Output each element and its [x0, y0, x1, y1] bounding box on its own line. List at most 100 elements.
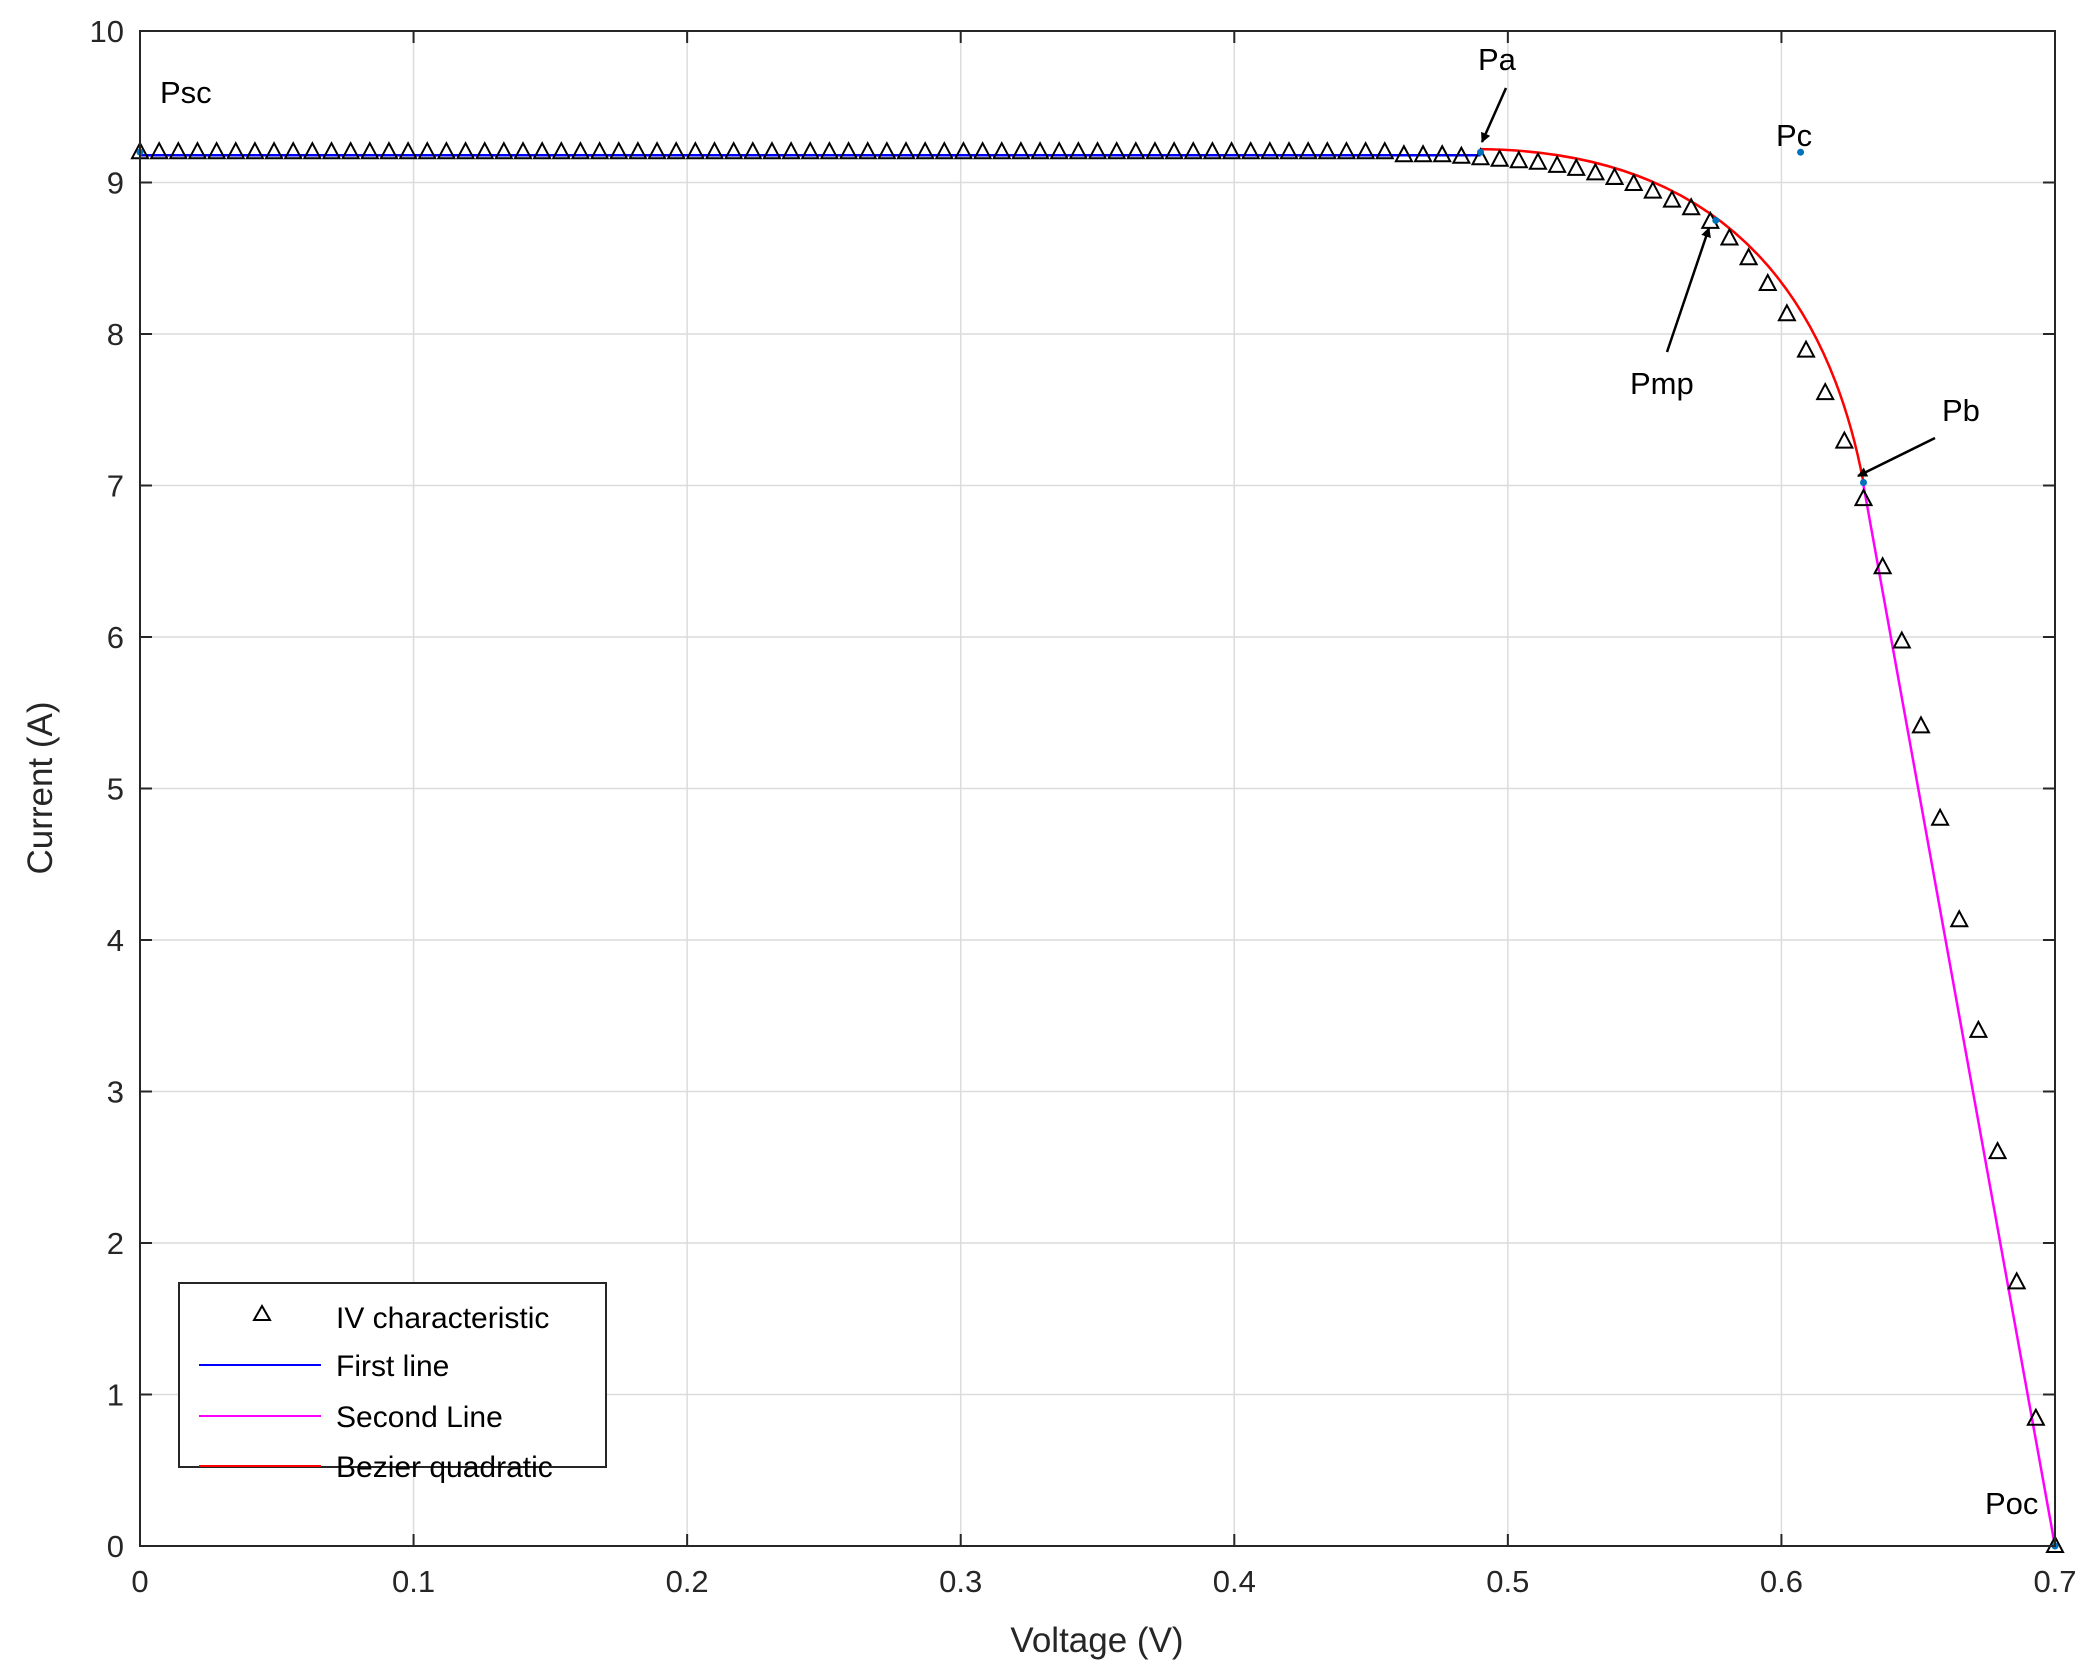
iv-data-point: [417, 141, 437, 160]
iv-data-point: [206, 141, 227, 160]
legend-box: [178, 1282, 607, 1468]
iv-data-point: [858, 141, 878, 160]
iv-data-point: [800, 141, 820, 160]
iv-data-point: [283, 141, 303, 160]
iv-data-point: [1489, 148, 1510, 167]
iv-data-point: [551, 141, 571, 160]
iv-data-point: [532, 141, 552, 160]
marker-layer: [130, 141, 2065, 1553]
key-point-pa: [1477, 148, 1484, 156]
iv-data-point: [302, 141, 323, 160]
iv-data-point: [1068, 141, 1089, 160]
iv-data-point: [1164, 141, 1184, 160]
iv-data-point: [589, 141, 610, 160]
y-tick-label: 4: [107, 923, 124, 958]
y-tick-label: 3: [107, 1075, 124, 1110]
iv-data-point: [1777, 303, 1797, 322]
iv-data-point: [1681, 197, 1701, 216]
iv-data-point: [1930, 807, 1950, 826]
iv-data-point: [1106, 141, 1127, 160]
iv-data-point: [1317, 141, 1337, 160]
legend-label-bezier: Bezier quadratic: [336, 1451, 553, 1484]
iv-data-point: [340, 141, 361, 160]
iv-data-point: [1279, 141, 1299, 160]
annotation-poc: Poc: [1985, 1486, 2038, 1521]
iv-data-point: [915, 141, 935, 160]
iv-data-point: [1260, 141, 1280, 160]
iv-data-point: [1030, 141, 1050, 160]
iv-data-point: [1336, 141, 1357, 160]
key-point-pc: [1797, 148, 1805, 156]
x-tick-label: 0.1: [392, 1564, 435, 1599]
annotation-pa: Pa: [1478, 42, 1517, 77]
iv-data-point: [264, 141, 284, 160]
iv-data-point: [513, 141, 533, 160]
iv-data-point: [2026, 1407, 2046, 1426]
legend-label-second: Second Line: [336, 1401, 503, 1434]
iv-data-point: [149, 141, 169, 160]
iv-data-point: [168, 141, 188, 160]
iv-data-point: [1087, 141, 1108, 160]
iv-data-point: [1528, 151, 1548, 170]
arrow-pb: [1857, 436, 1936, 478]
iv-data-point: [1394, 144, 1414, 163]
iv-data-point: [934, 141, 954, 160]
x-tick-label: 0.2: [666, 1564, 709, 1599]
x-tick-label: 0: [131, 1564, 148, 1599]
iv-data-point: [398, 141, 418, 160]
iv-data-point: [436, 141, 457, 160]
iv-data-point: [1987, 1140, 2008, 1160]
iv-data-point: [647, 141, 667, 160]
iv-data-point: [1049, 141, 1069, 160]
iv-data-point: [379, 141, 399, 160]
iv-data-point: [1585, 162, 1606, 181]
legend-label-first: First line: [336, 1350, 449, 1383]
iv-data-point: [838, 141, 859, 160]
y-axis-title: Current (A): [21, 701, 60, 874]
iv-data-point: [1202, 141, 1223, 160]
iv-data-point: [321, 141, 342, 160]
iv-data-point: [187, 141, 208, 160]
y-tick-label: 1: [107, 1378, 124, 1413]
iv-data-point: [455, 141, 476, 160]
arrow-pmp: [1665, 227, 1711, 353]
bezier-curve: [1480, 147, 1865, 483]
iv-data-point: [762, 141, 782, 160]
iv-data-point: [1470, 147, 1491, 166]
iv-data-point: [1011, 141, 1031, 160]
series-line: [1862, 485, 2057, 1547]
iv-data-point: [245, 141, 265, 160]
iv-data-point: [1662, 189, 1682, 208]
iv-data-point: [1796, 339, 1816, 358]
iv-data-point: [877, 141, 897, 160]
x-tick-label: 0.4: [1213, 1564, 1256, 1599]
iv-data-point: [1183, 141, 1203, 160]
iv-data-point: [781, 141, 801, 160]
x-tick-label: 0.5: [1486, 1564, 1529, 1599]
annotation-pmp: Pmp: [1630, 366, 1694, 401]
iv-data-point: [226, 141, 246, 160]
iv-data-point: [972, 141, 993, 160]
legend: IV characteristic First line Second Line…: [178, 1282, 607, 1484]
y-tick-label: 5: [107, 772, 124, 807]
annotation-pb: Pb: [1942, 393, 1980, 428]
iv-data-point: [2007, 1271, 2027, 1290]
iv-data-point: [1547, 154, 1567, 173]
iv-data-point: [1892, 630, 1912, 649]
iv-data-point: [1911, 715, 1931, 734]
iv-data-point: [1221, 141, 1242, 160]
x-tick-label: 0.7: [2033, 1564, 2076, 1599]
iv-data-point: [628, 141, 648, 160]
legend-label-iv: IV characteristic: [336, 1302, 549, 1335]
legend-marker-iv: [252, 1303, 272, 1321]
y-tick-label: 10: [90, 14, 124, 49]
annotation-psc: Psc: [160, 75, 212, 110]
iv-data-point: [1624, 172, 1644, 192]
iv-data-point: [1815, 381, 1835, 401]
iv-data-point: [1241, 141, 1261, 160]
y-tick-label: 8: [107, 317, 124, 352]
iv-data-point: [704, 141, 725, 160]
iv-data-point: [1758, 272, 1778, 292]
iv-data-point: [570, 141, 591, 160]
